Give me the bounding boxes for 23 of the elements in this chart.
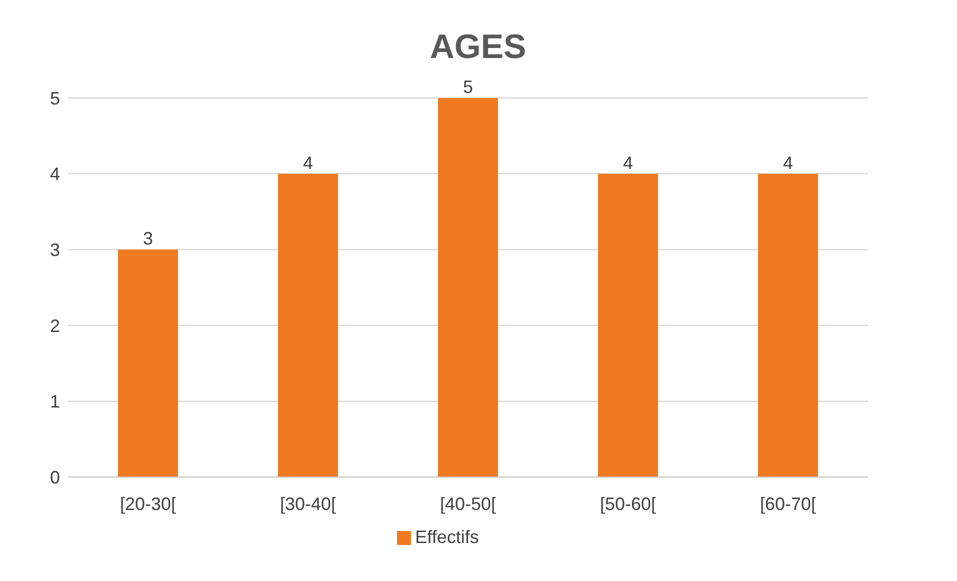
- y-tick-label: 4: [50, 164, 60, 184]
- bar: [598, 174, 658, 477]
- legend-label: Effectifs: [415, 527, 479, 547]
- x-tick-label: [20-30[: [120, 494, 176, 514]
- bar: [278, 174, 338, 477]
- y-tick-label: 3: [50, 240, 60, 260]
- chart-title: AGES: [428, 27, 528, 68]
- data-label: 4: [302, 152, 314, 173]
- bar: [118, 250, 178, 477]
- x-tick-label: [40-50[: [440, 494, 496, 514]
- data-label: 5: [462, 77, 474, 97]
- x-tick-label: [60-70[: [760, 494, 816, 514]
- y-tick-label: 5: [50, 88, 60, 108]
- y-tick-label: 2: [50, 316, 60, 336]
- data-label: 4: [782, 152, 794, 173]
- x-tick-label: [30-40[: [280, 494, 336, 514]
- data-label: 4: [622, 152, 634, 173]
- bar: [758, 174, 818, 477]
- y-tick-label: 0: [50, 467, 60, 488]
- x-tick-label: [50-60[: [600, 494, 656, 514]
- data-label: 3: [142, 228, 154, 249]
- y-tick-label: 1: [50, 392, 60, 412]
- bar: [438, 98, 498, 477]
